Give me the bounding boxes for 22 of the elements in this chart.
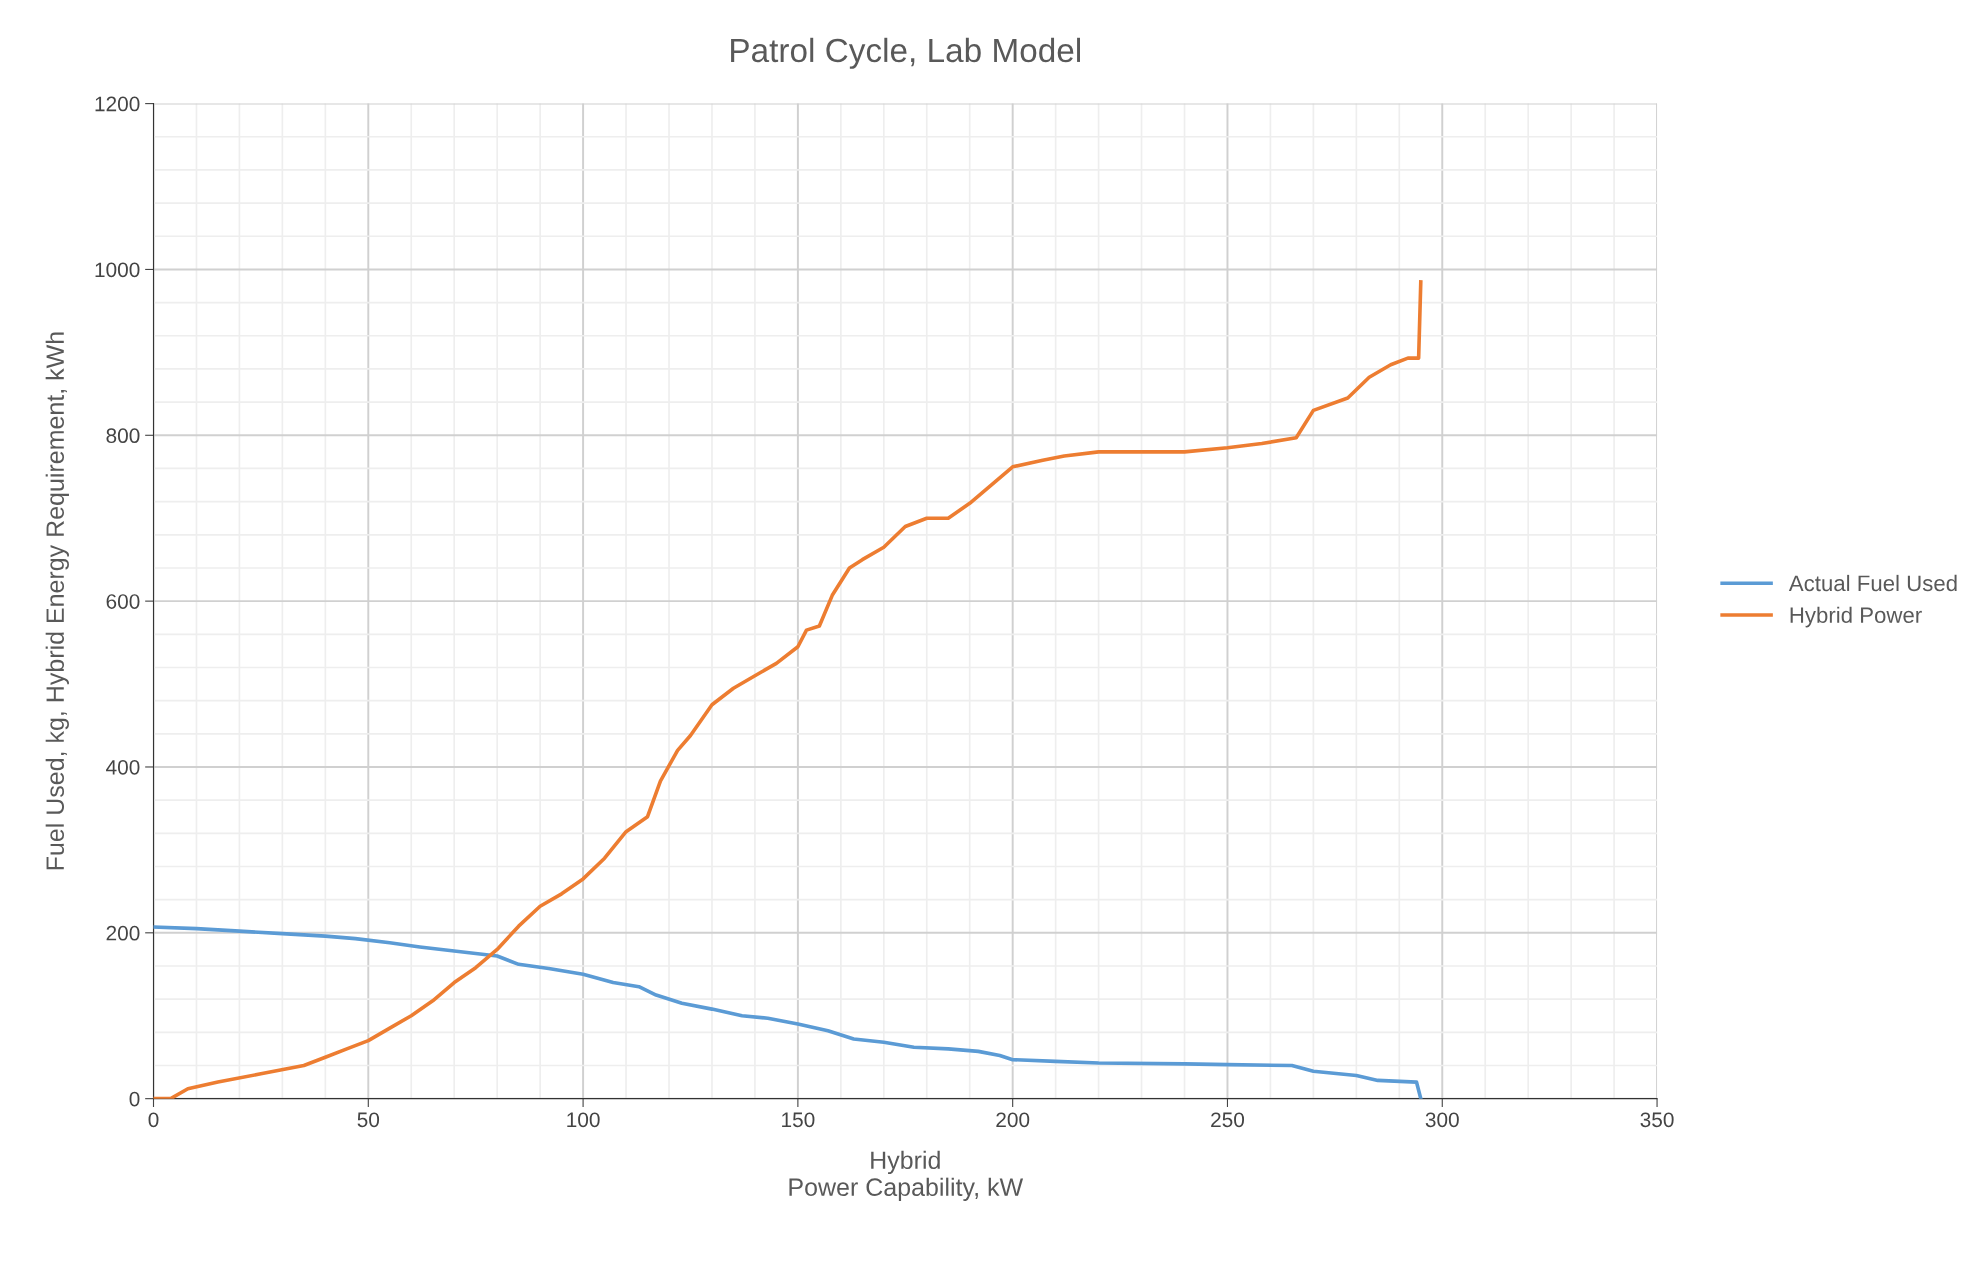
x-tick-label: 300 [1425,1112,1459,1128]
x-tick-label: 0 [148,1112,159,1128]
y-tick-label: 200 [106,925,140,941]
legend-label: Actual Fuel Used [1788,574,1957,592]
x-tick-label: 50 [357,1112,380,1128]
y-tick-label: 400 [106,759,140,775]
x-tick-label: 200 [996,1112,1030,1128]
x-axis-title: Hybrid Power Capability, kW [789,1150,1024,1201]
y-tick-label: 1000 [95,262,140,278]
x-tick-label: 150 [782,1112,815,1128]
line-series [153,925,1423,1099]
y-tick-label: 0 [129,1091,140,1107]
legend-label: Hybrid Power [1790,606,1922,628]
y-tick-label: 1200 [95,96,140,112]
y-axis-title: Fuel Used, kg, Hybrid Energy Requirement, kWh [45,332,69,870]
x-tick-label: 350 [1640,1112,1674,1128]
x-tick-label: 250 [1211,1112,1245,1128]
y-tick-label: 800 [106,428,140,444]
x-tick-label: 100 [567,1112,600,1128]
chart-title: Patrol Cycle, Lab Model [731,37,1080,69]
y-tick-label: 600 [106,594,140,609]
line-series [153,280,1423,1099]
